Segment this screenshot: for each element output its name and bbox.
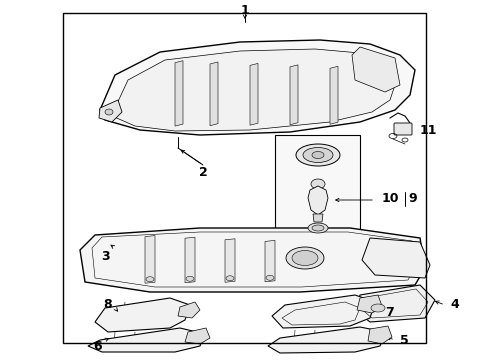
- Text: 3: 3: [101, 251, 109, 264]
- Ellipse shape: [310, 179, 325, 189]
- Polygon shape: [351, 47, 399, 92]
- Ellipse shape: [295, 144, 339, 166]
- Text: 2: 2: [198, 166, 207, 179]
- Ellipse shape: [285, 247, 324, 269]
- Bar: [274, 135, 359, 250]
- Polygon shape: [354, 285, 434, 322]
- Ellipse shape: [265, 275, 273, 280]
- Polygon shape: [184, 237, 195, 283]
- Text: 1: 1: [240, 4, 249, 17]
- Ellipse shape: [105, 109, 113, 115]
- Ellipse shape: [185, 276, 194, 281]
- Polygon shape: [356, 295, 381, 313]
- Text: 10: 10: [381, 192, 399, 204]
- Polygon shape: [80, 228, 424, 292]
- Polygon shape: [209, 62, 218, 126]
- Polygon shape: [271, 295, 374, 328]
- Ellipse shape: [370, 304, 384, 312]
- Polygon shape: [289, 65, 297, 125]
- Bar: [63, 13, 425, 343]
- Text: 9: 9: [407, 192, 416, 204]
- Polygon shape: [99, 100, 122, 122]
- Ellipse shape: [291, 251, 317, 266]
- Polygon shape: [312, 214, 323, 222]
- Polygon shape: [361, 238, 429, 278]
- Polygon shape: [112, 49, 395, 131]
- Polygon shape: [95, 298, 190, 332]
- Ellipse shape: [307, 223, 327, 233]
- Text: 4: 4: [449, 298, 458, 311]
- Polygon shape: [367, 326, 391, 344]
- Polygon shape: [100, 40, 414, 135]
- Polygon shape: [88, 328, 204, 352]
- Polygon shape: [249, 63, 258, 125]
- Polygon shape: [145, 235, 155, 283]
- Polygon shape: [175, 61, 183, 126]
- Text: 7: 7: [384, 306, 393, 319]
- Ellipse shape: [311, 152, 324, 158]
- Polygon shape: [178, 302, 200, 318]
- Text: 8: 8: [103, 297, 112, 310]
- Text: 11: 11: [419, 123, 437, 136]
- Polygon shape: [224, 239, 235, 282]
- Ellipse shape: [225, 276, 234, 281]
- Text: 6: 6: [94, 341, 102, 354]
- Polygon shape: [329, 66, 337, 124]
- Polygon shape: [307, 186, 327, 215]
- Ellipse shape: [303, 148, 332, 162]
- Polygon shape: [267, 327, 384, 353]
- FancyBboxPatch shape: [393, 123, 411, 135]
- Ellipse shape: [311, 225, 324, 231]
- Text: 5: 5: [399, 333, 408, 346]
- Polygon shape: [184, 328, 209, 344]
- Polygon shape: [264, 240, 274, 282]
- Ellipse shape: [146, 277, 154, 282]
